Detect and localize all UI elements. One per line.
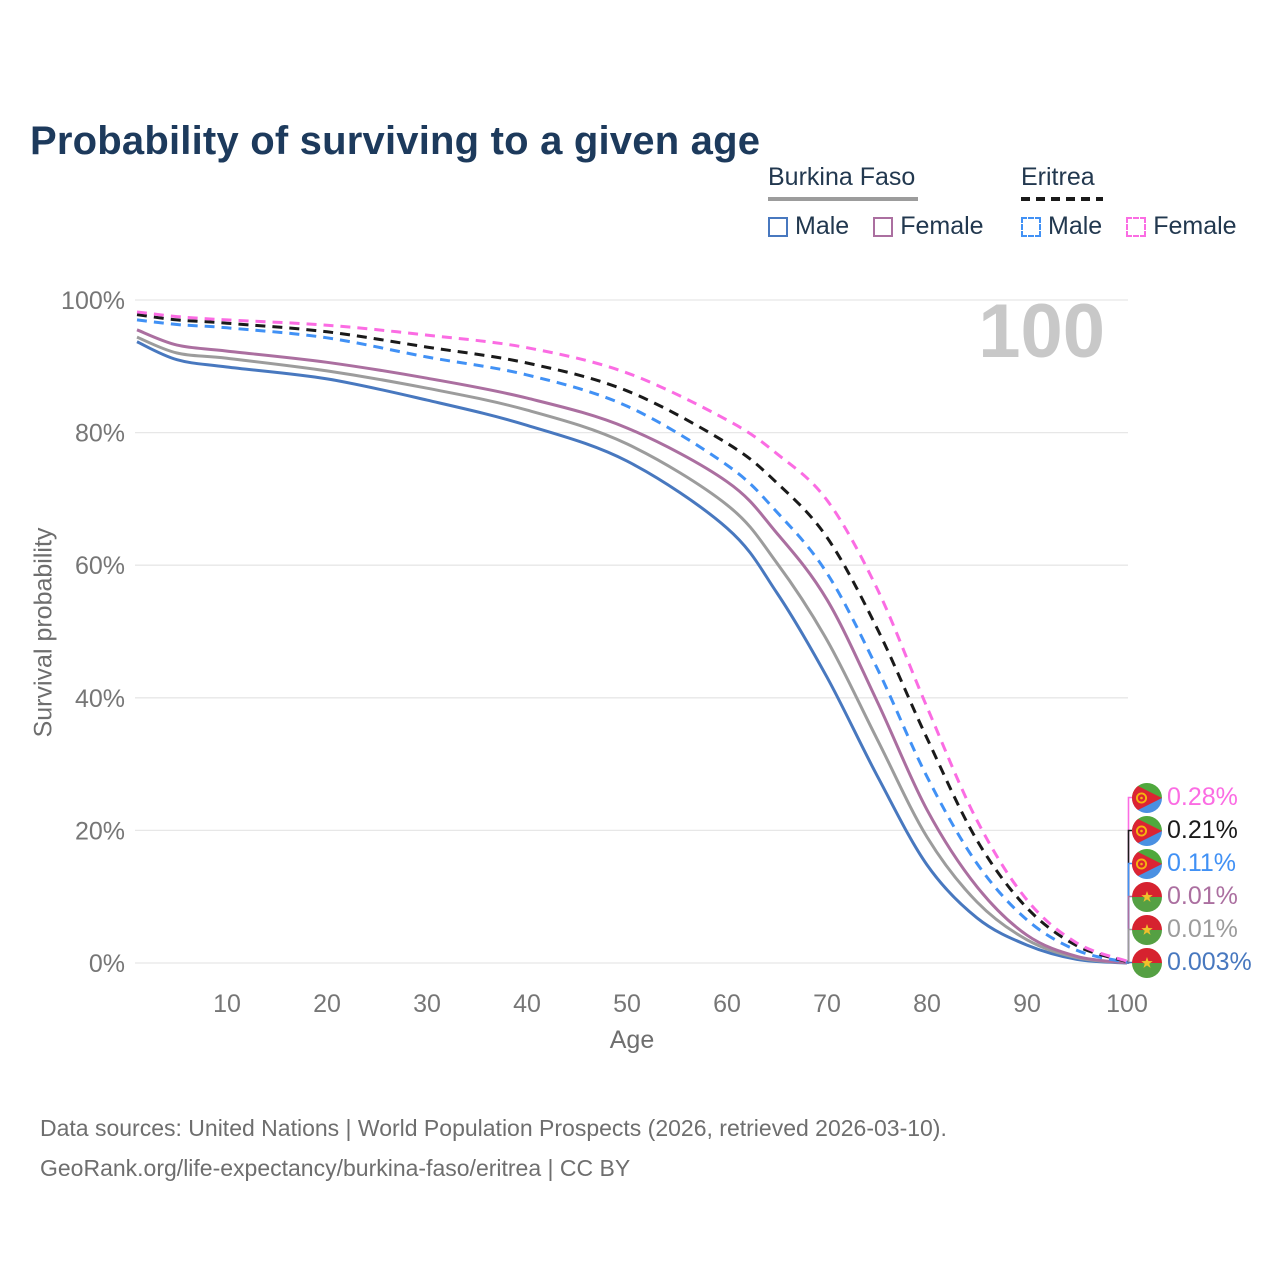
eritrea-flag-icon <box>1132 815 1162 846</box>
x-tick-label-10: 10 <box>213 990 241 1018</box>
country-flag-icon <box>1132 947 1162 978</box>
country-flag-icon <box>1132 782 1162 813</box>
x-tick-label-30: 30 <box>413 990 441 1018</box>
y-tick-label-100: 100% <box>61 287 125 315</box>
footer-attribution: GeoRank.org/life-expectancy/burkina-faso… <box>40 1155 631 1181</box>
series-line-eritrea-female <box>136 310 1128 963</box>
series-line-burkina-faso-male <box>136 340 1128 965</box>
y-tick-label-40: 40% <box>75 685 125 713</box>
end-probability-value: 0.003% <box>1167 948 1252 976</box>
country-flag-icon <box>1132 881 1162 912</box>
y-tick-label-20: 20% <box>75 817 125 845</box>
series-end-label-burkina-faso-male: 0.003% <box>1132 946 1252 979</box>
burkina-faso-flag-icon <box>1132 914 1162 945</box>
series-end-label-burkina-faso-female: 0.01% <box>1132 880 1252 913</box>
series-line-burkina-faso-female <box>136 328 1128 965</box>
eritrea-flag-icon <box>1132 848 1162 879</box>
legend-item-label: Male <box>1048 212 1103 240</box>
x-tick-label-90: 90 <box>1013 990 1041 1018</box>
end-probability-value: 0.01% <box>1167 882 1238 910</box>
x-tick-label-80: 80 <box>913 990 941 1018</box>
legend-item-eritrea-female[interactable]: Female <box>1126 212 1237 241</box>
x-tick-label-100: 100 <box>1106 990 1148 1018</box>
footer: Data sources: United Nations | World Pop… <box>40 1108 947 1188</box>
series-end-labels: 0.28% 0.21% 0.11% 0.01% 0.01% 0.003% <box>1132 781 1252 979</box>
end-probability-value: 0.28% <box>1167 783 1238 811</box>
burkina-faso-flag-icon <box>1132 947 1162 978</box>
legend-group-burkina-faso: Burkina Faso Male Female <box>768 163 984 241</box>
y-tick-label-60: 60% <box>75 552 125 580</box>
y-axis-title: Survival probability <box>29 527 58 738</box>
x-tick-label-40: 40 <box>513 990 541 1018</box>
footer-data-sources: Data sources: United Nations | World Pop… <box>40 1115 947 1141</box>
legend-item-label: Male <box>795 212 850 240</box>
legend-group-eritrea: Eritrea Male Female <box>1021 163 1237 241</box>
end-probability-value: 0.01% <box>1167 915 1238 943</box>
x-tick-label-50: 50 <box>613 990 641 1018</box>
y-tick-label-0: 0% <box>89 950 125 978</box>
series-end-label-eritrea-female: 0.28% <box>1132 781 1252 814</box>
end-probability-value: 0.21% <box>1167 816 1238 844</box>
x-tick-label-70: 70 <box>813 990 841 1018</box>
current-age-counter: 100 <box>978 289 1105 374</box>
burkina-faso-flag-icon <box>1132 881 1162 912</box>
legend-linestyle-dashed-sample <box>1021 197 1103 201</box>
country-flag-icon <box>1132 914 1162 945</box>
country-flag-icon <box>1132 815 1162 846</box>
legend-item-burkina-faso-female[interactable]: Female <box>873 212 984 241</box>
series-end-label-burkina-faso-both-sexes: 0.01% <box>1132 913 1252 946</box>
page-title: Probability of surviving to a given age <box>30 118 761 163</box>
country-flag-icon <box>1132 848 1162 879</box>
leader-line-burkina-faso-male <box>1127 961 1134 964</box>
y-tick-label-80: 80% <box>75 420 125 448</box>
legend-swatch-eritrea-male <box>1021 216 1041 237</box>
eritrea-flag-icon <box>1132 782 1162 813</box>
legend-swatch-burkina-faso-female <box>873 216 894 237</box>
x-axis-title: Age <box>609 1026 655 1054</box>
legend-country-label-burkina-faso: Burkina Faso <box>768 163 916 191</box>
series-end-label-eritrea-male: 0.11% <box>1132 847 1252 880</box>
legend-country-label-eritrea: Eritrea <box>1021 163 1095 191</box>
legend-item-eritrea-male[interactable]: Male <box>1021 212 1102 241</box>
end-probability-value: 0.11% <box>1167 849 1237 877</box>
legend-item-burkina-faso-male[interactable]: Male <box>768 212 849 241</box>
legend-swatch-burkina-faso-male <box>768 216 788 237</box>
legend-linestyle-solid-sample <box>768 197 918 201</box>
legend-item-label: Female <box>900 212 984 240</box>
x-tick-label-60: 60 <box>713 990 741 1018</box>
legend-swatch-eritrea-female <box>1126 216 1147 237</box>
series-end-label-eritrea-both-sexes: 0.21% <box>1132 814 1252 847</box>
legend-item-label: Female <box>1153 212 1237 240</box>
series-line-eritrea-male <box>136 318 1128 964</box>
series-line-eritrea-both-sexes <box>136 313 1128 964</box>
series-line-burkina-faso-both-sexes <box>136 335 1128 965</box>
x-tick-label-20: 20 <box>313 990 341 1018</box>
